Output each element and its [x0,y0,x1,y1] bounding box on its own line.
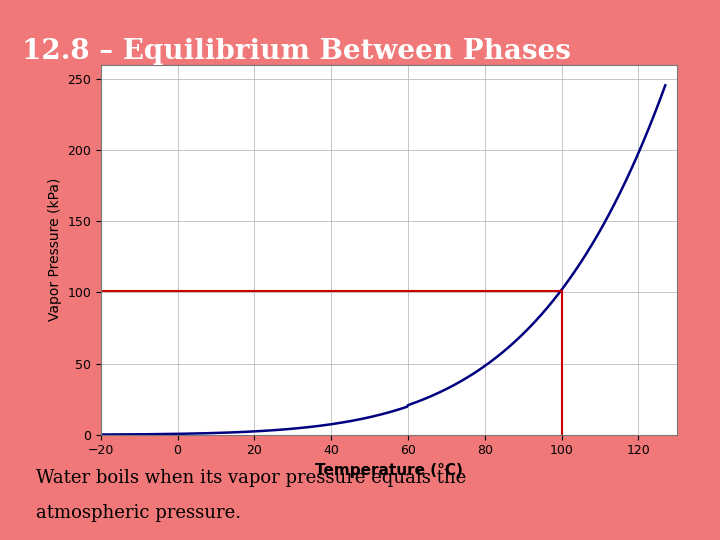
X-axis label: Temperature (°C): Temperature (°C) [315,463,463,478]
Text: Water boils when its vapor pressure equals the: Water boils when its vapor pressure equa… [36,469,467,487]
Text: atmospheric pressure.: atmospheric pressure. [36,504,241,522]
Text: 12.8 – Equilibrium Between Phases: 12.8 – Equilibrium Between Phases [22,38,570,65]
Y-axis label: Vapor Pressure (kPa): Vapor Pressure (kPa) [48,178,62,321]
